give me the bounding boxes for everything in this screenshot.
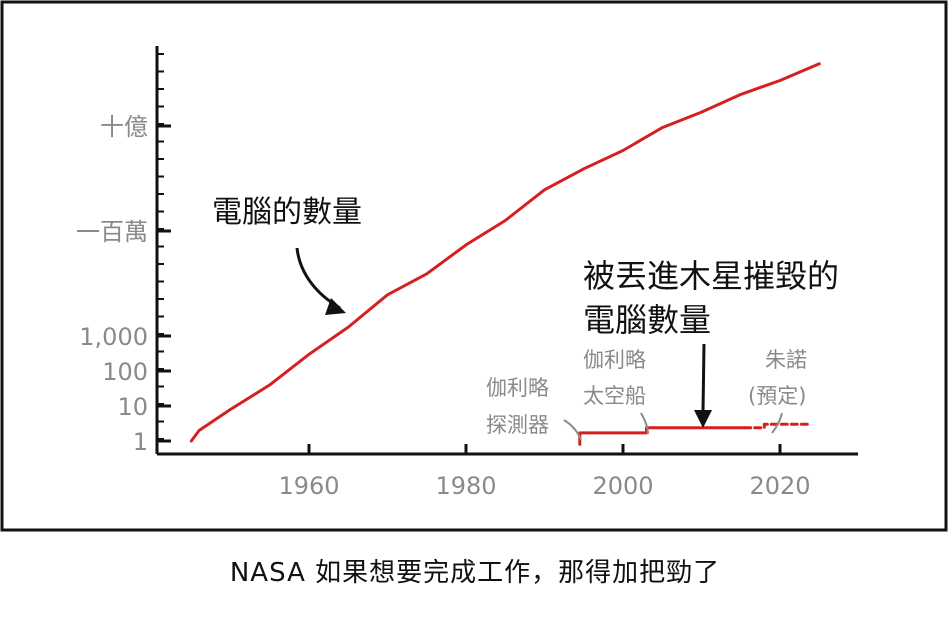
x-tick-label: 2000 (592, 472, 653, 500)
computers-label: 電腦的數量 (212, 195, 362, 230)
y-tick-label: 一百萬 (76, 218, 148, 246)
caption: NASA 如果想要完成工作，那得加把勁了 (229, 558, 721, 588)
destroyed-arrowhead (694, 410, 712, 428)
y-tick-label: 10 (117, 393, 148, 421)
galileo-craft-line1: 伽利略 (583, 348, 646, 372)
x-tick-label: 2020 (749, 472, 810, 500)
x-tick-label: 1980 (435, 472, 496, 500)
juno-pointer (771, 412, 783, 434)
galileo-probe-line2: 探測器 (486, 413, 549, 437)
x-tick-label: 1960 (278, 472, 339, 500)
destroyed-arrow (701, 343, 706, 413)
y-tick-label: 1,000 (79, 323, 148, 351)
y-tick-label: 100 (102, 358, 148, 386)
destroyed-label-line1: 被丟進木星摧毀的 (583, 257, 839, 295)
galileo-craft-line2: 太空船 (583, 384, 646, 408)
y-major-ticks: 1 10 100 1,000 一百萬 十億 (76, 113, 171, 456)
series-line-1 (189, 62, 821, 443)
destroyed-label-line2: 電腦數量 (583, 301, 711, 339)
y-tick-label: 1 (133, 428, 148, 456)
juno-line2: (預定) (748, 384, 806, 408)
galileo-probe-line1: 伽利略 (486, 376, 549, 400)
y-tick-label: 十億 (100, 113, 148, 141)
computers-arrowhead (325, 298, 346, 315)
y-minor-ticks (157, 53, 164, 440)
juno-line1: 朱諾 (765, 348, 807, 372)
galileo-probe-pointer (563, 419, 582, 441)
series-line-3 (743, 422, 809, 430)
x-ticks: 1960 1980 2000 2020 (278, 444, 811, 500)
galileo-craft-pointer (640, 412, 649, 435)
